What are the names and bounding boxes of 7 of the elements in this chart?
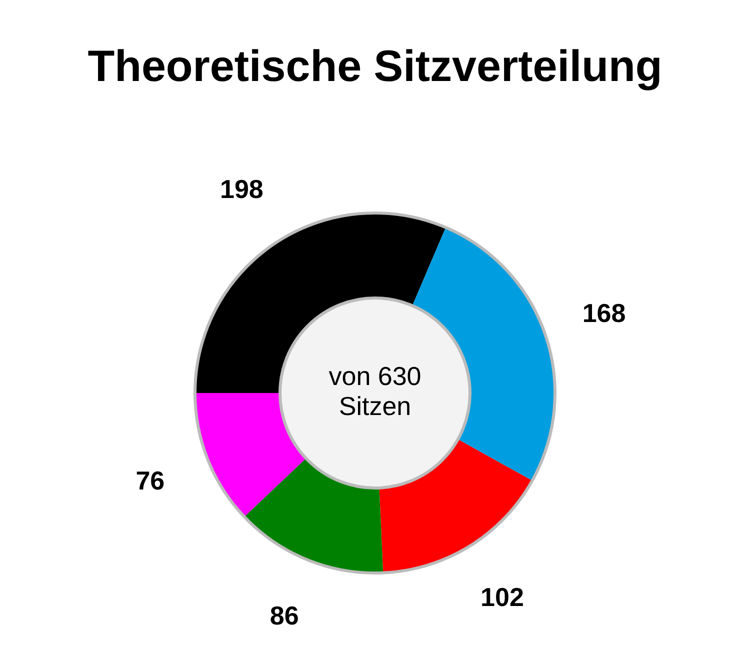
chart-title: Theoretische Sitzverteilung: [88, 41, 662, 93]
data-label: 86: [270, 600, 299, 631]
data-label: 76: [136, 466, 165, 496]
data-label: 168: [582, 298, 626, 328]
text: von 630 Sitzen: [328, 361, 422, 422]
data-label: 102: [480, 582, 524, 612]
data-label: 198: [220, 174, 264, 204]
